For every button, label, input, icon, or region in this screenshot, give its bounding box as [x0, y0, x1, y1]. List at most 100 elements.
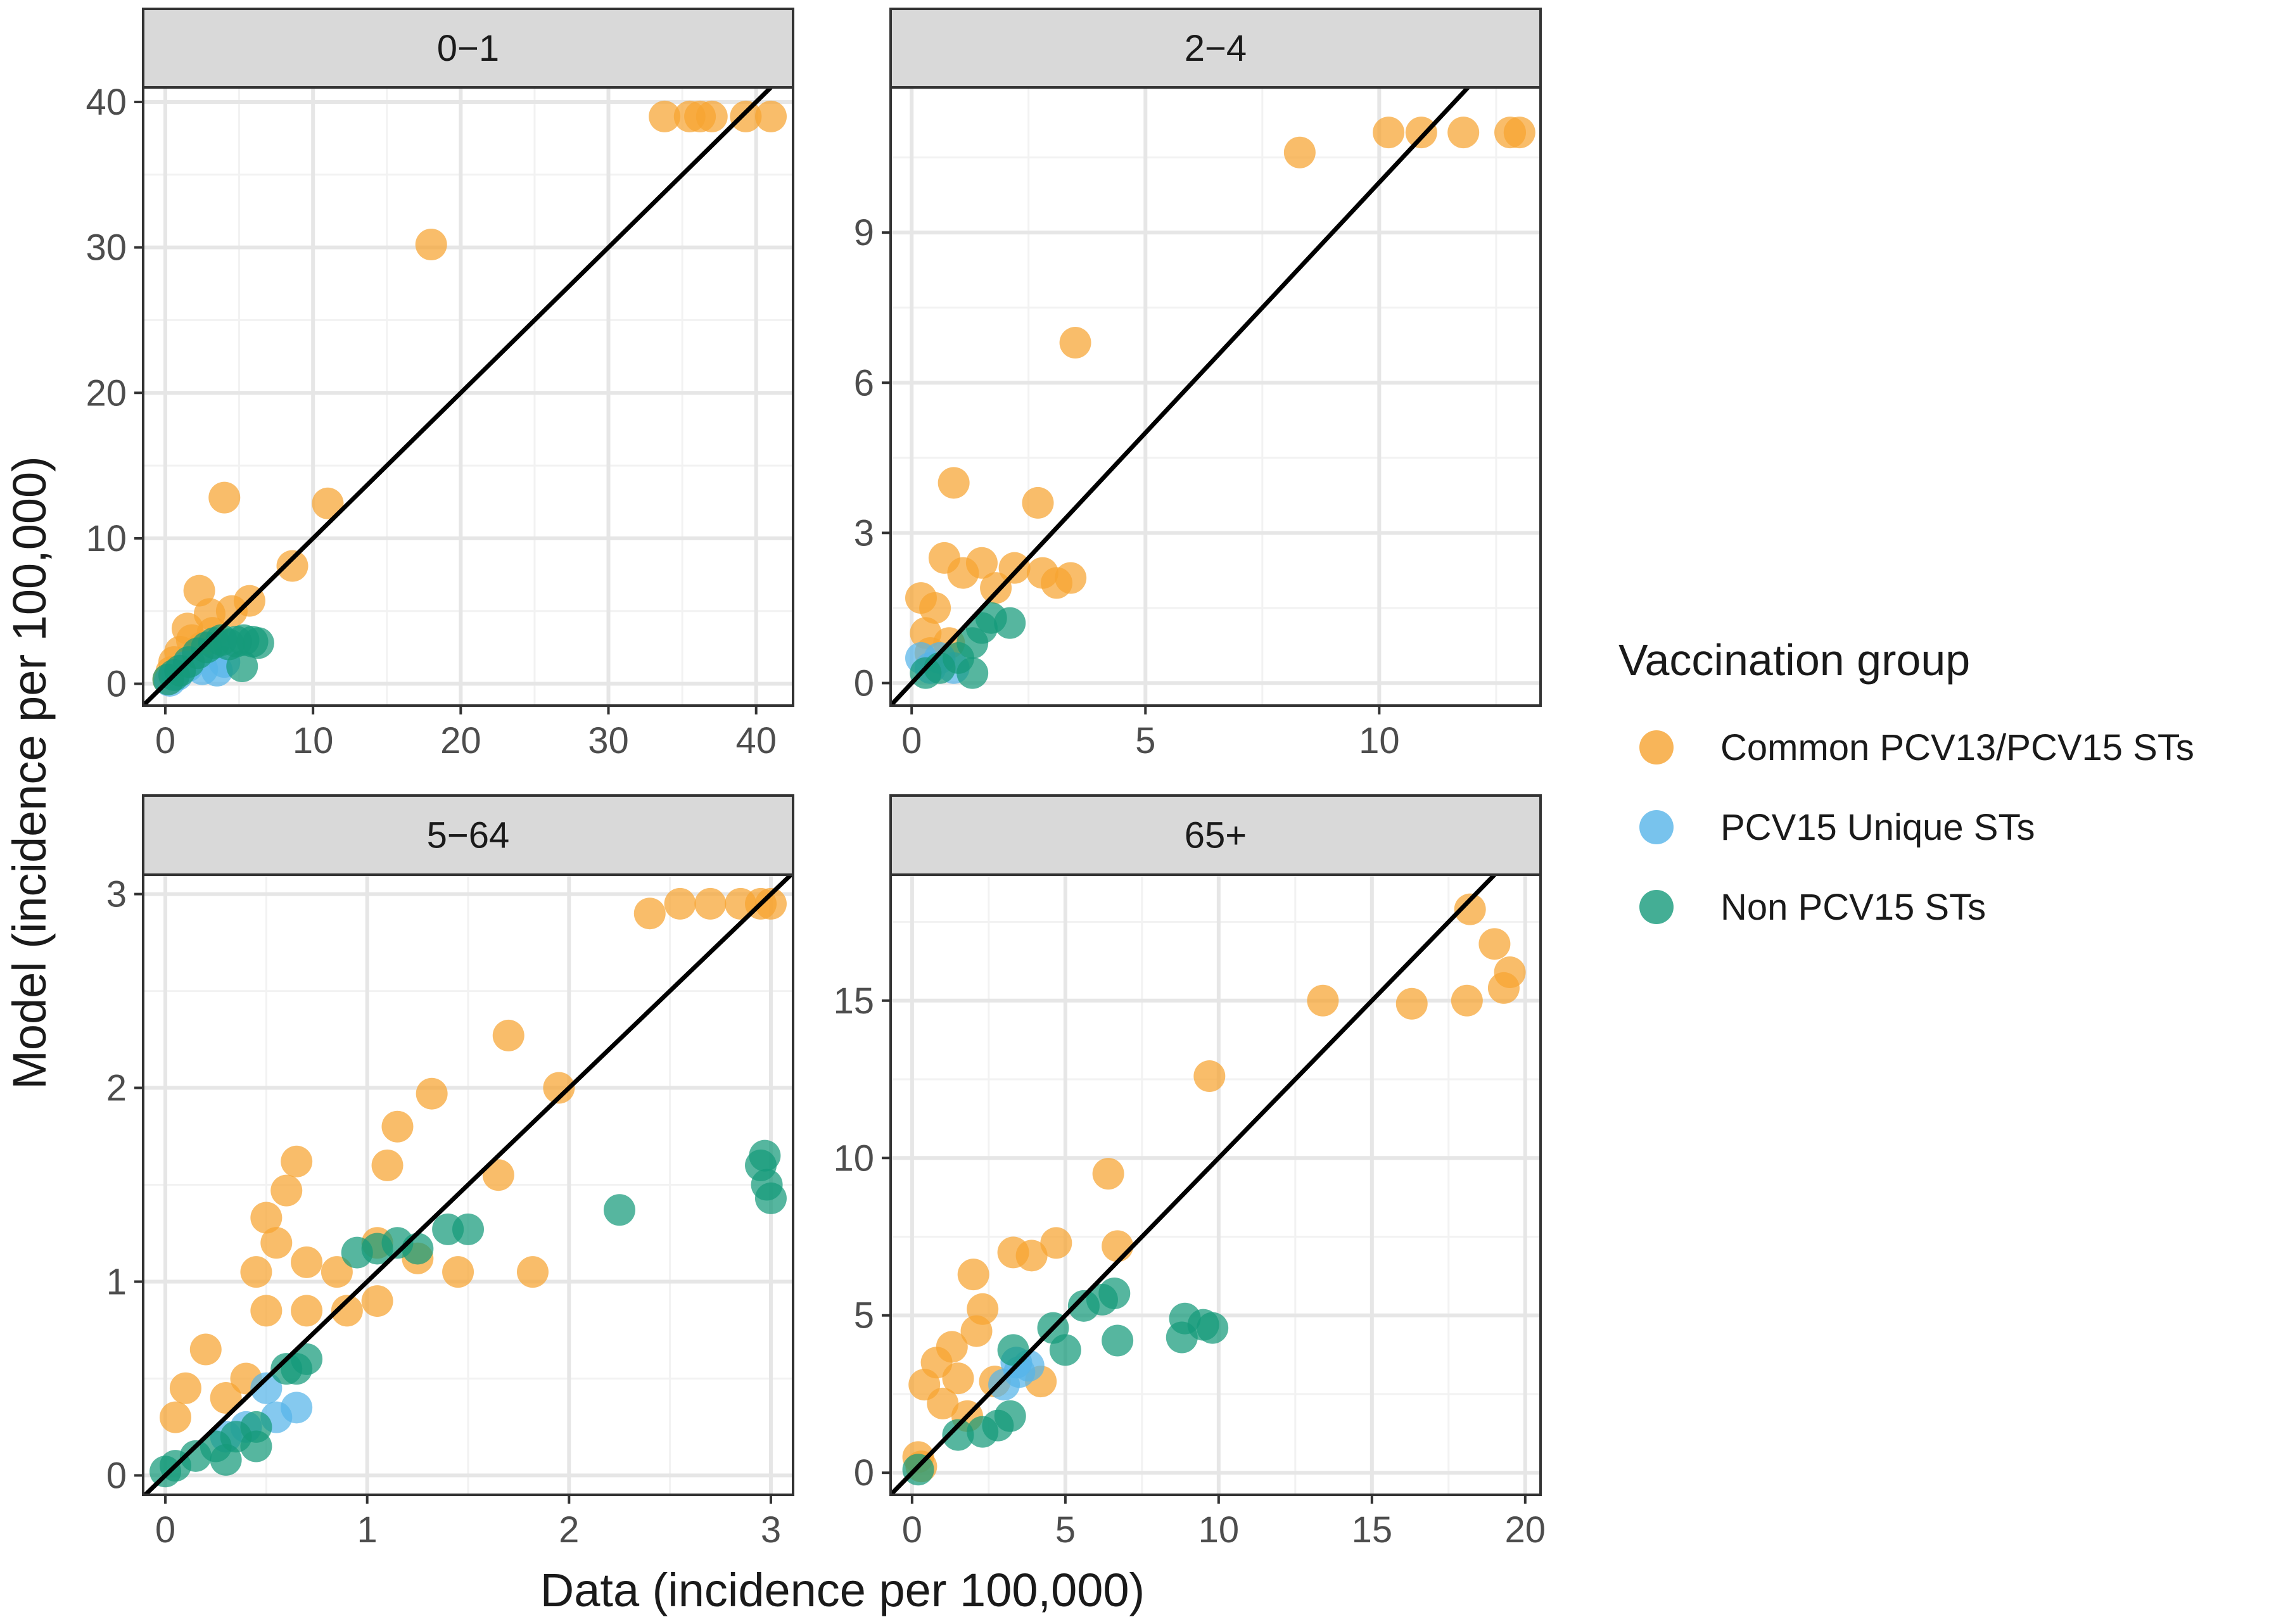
- data-point: [1283, 136, 1316, 168]
- data-point: [1041, 567, 1073, 599]
- data-point: [1040, 1227, 1072, 1259]
- x-tick-label: 20: [1505, 1509, 1546, 1551]
- data-point: [1015, 1240, 1048, 1272]
- data-point: [242, 627, 274, 659]
- y-tick-label: 30: [86, 227, 127, 269]
- x-tick-label: 20: [440, 720, 481, 761]
- x-tick-label: 5: [1055, 1509, 1076, 1551]
- points: [149, 887, 787, 1488]
- legend-key: [1639, 890, 1674, 924]
- data-point: [649, 100, 681, 132]
- y-tick-label: 15: [833, 980, 874, 1022]
- data-point: [927, 1387, 959, 1419]
- data-point: [919, 592, 951, 624]
- identity-line: [891, 87, 1470, 706]
- y-tick-label: 6: [854, 362, 874, 403]
- data-point: [994, 1400, 1026, 1432]
- data-point: [980, 572, 1012, 604]
- x-tick-label: 10: [1359, 720, 1400, 761]
- y-tick-label: 0: [854, 663, 874, 704]
- data-point: [730, 100, 762, 132]
- facet-strip: [889, 8, 1542, 89]
- data-point: [1373, 117, 1405, 149]
- data-point: [1503, 117, 1535, 149]
- facet-strip-label: 0−1: [437, 28, 499, 69]
- y-tick-label: 40: [86, 82, 127, 123]
- data-point: [749, 1139, 781, 1172]
- data-point: [957, 1259, 989, 1291]
- data-point: [696, 100, 728, 132]
- panel-4: 65+ 0 5 10 15 20 0 5 10 15: [833, 794, 1546, 1551]
- data-point: [159, 1401, 191, 1433]
- x-tick-label: 2: [559, 1509, 579, 1551]
- data-point: [281, 1353, 313, 1385]
- data-point: [947, 557, 979, 589]
- data-point: [942, 1419, 974, 1451]
- data-point: [1454, 893, 1486, 925]
- data-point: [1395, 987, 1428, 1020]
- data-point: [492, 1019, 524, 1051]
- data-point: [1092, 1158, 1124, 1190]
- data-point: [1098, 1277, 1131, 1309]
- facet-strip-label: 2−4: [1185, 28, 1247, 69]
- x-tick-label: 3: [761, 1509, 781, 1551]
- data-point: [754, 887, 787, 920]
- legend-item-label: Common PCV13/PCV15 STs: [1720, 727, 2194, 768]
- x-tick-label: 0: [902, 1509, 922, 1551]
- y-tick-label: 1: [106, 1261, 127, 1302]
- x-axis-title: Data (incidence per 100,000): [540, 1564, 1145, 1616]
- y-tick-label: 0: [106, 1455, 127, 1496]
- data-point: [960, 1315, 993, 1347]
- y-tick-label: 3: [106, 874, 127, 915]
- legend: Vaccination group Common PCV13/PCV15 STs…: [1618, 635, 2194, 928]
- data-point: [291, 1246, 323, 1278]
- data-point: [482, 1159, 514, 1191]
- data-point: [754, 1182, 787, 1214]
- data-point: [694, 887, 727, 920]
- data-point: [402, 1233, 434, 1265]
- y-tick-label: 20: [86, 372, 127, 414]
- data-point: [957, 657, 989, 689]
- y-tick-label: 5: [854, 1295, 874, 1336]
- y-tick-label: 2: [106, 1068, 127, 1109]
- data-point: [291, 1295, 323, 1327]
- data-point: [1405, 117, 1437, 149]
- panel-2: 2−4 0 5 10 0 3 6 9: [854, 8, 1542, 761]
- data-point: [169, 1372, 201, 1404]
- data-point: [270, 1174, 303, 1207]
- y-tick-label: 3: [854, 512, 874, 554]
- data-point: [516, 1256, 549, 1288]
- data-point: [1487, 972, 1520, 1004]
- data-point: [250, 1202, 283, 1234]
- data-point: [415, 229, 447, 261]
- data-point: [603, 1194, 635, 1226]
- x-tick-label: 40: [735, 720, 777, 761]
- x-tick-label: 15: [1352, 1509, 1393, 1551]
- y-tick-label: 10: [833, 1138, 874, 1179]
- data-point: [1022, 486, 1054, 519]
- data-point: [937, 467, 970, 499]
- y-tick-label: 0: [106, 664, 127, 705]
- data-point: [312, 487, 344, 519]
- identity-line: [143, 87, 773, 706]
- data-point: [942, 1362, 974, 1395]
- data-point: [998, 552, 1031, 584]
- facet-strip: [142, 794, 794, 876]
- data-point: [371, 1149, 404, 1181]
- facet-strip: [889, 794, 1542, 876]
- facet-strip: [142, 8, 794, 89]
- data-point: [543, 1072, 575, 1104]
- data-point: [240, 1256, 272, 1288]
- data-point: [1307, 984, 1339, 1017]
- data-point: [416, 1077, 448, 1110]
- identity-line: [891, 875, 1496, 1495]
- data-point: [997, 1334, 1029, 1366]
- data-point: [215, 595, 248, 627]
- panel-3: 5−64 0 1 2 3 0 1 2 3: [106, 794, 794, 1551]
- data-point: [452, 1213, 484, 1245]
- data-point: [281, 1145, 313, 1177]
- y-tick-label: 10: [86, 518, 127, 559]
- legend-title: Vaccination group: [1618, 635, 1970, 685]
